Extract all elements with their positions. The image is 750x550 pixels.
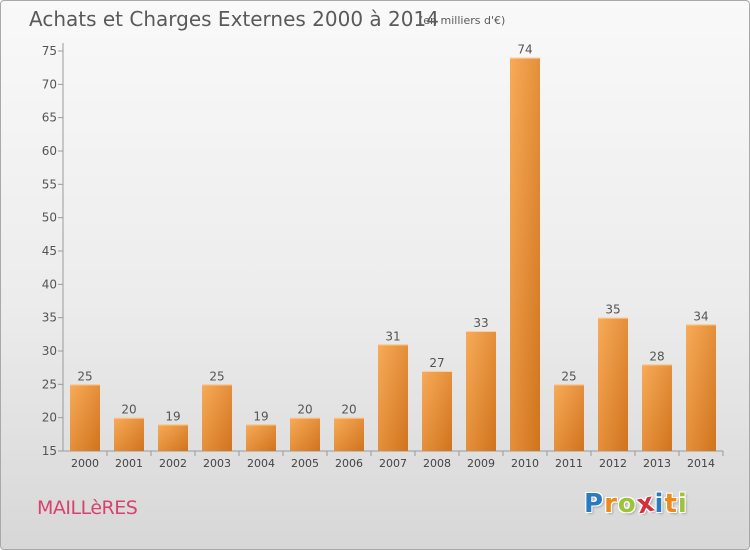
y-tick-label: 65	[42, 111, 57, 125]
y-tick-label: 25	[42, 377, 57, 391]
bar	[422, 371, 452, 451]
data-label: 27	[429, 356, 444, 370]
y-tick-label: 40	[42, 277, 57, 291]
y-tick-label: 70	[42, 77, 57, 91]
data-label: 28	[649, 349, 664, 363]
x-tick-label: 2009	[467, 457, 495, 470]
y-tick-label: 60	[42, 144, 57, 158]
y-tick-label: 45	[42, 244, 57, 258]
y-tick-label: 20	[42, 411, 57, 425]
data-label: 19	[165, 409, 180, 423]
logo-letter: o	[617, 489, 637, 519]
y-tick-label: 55	[42, 177, 57, 191]
x-tick-label: 2012	[599, 457, 627, 470]
x-tick-label: 2011	[555, 457, 583, 470]
logo-letter: P	[584, 489, 605, 519]
bar	[70, 384, 100, 451]
data-label: 74	[517, 43, 532, 57]
data-label: 34	[693, 309, 708, 323]
logo-letter: t	[664, 489, 678, 519]
x-tick-label: 2010	[511, 457, 539, 470]
x-tick-label: 2013	[643, 457, 671, 470]
x-tick-label: 2005	[291, 457, 319, 470]
bar	[598, 317, 628, 451]
data-label: 19	[253, 409, 268, 423]
y-tick-label: 75	[42, 44, 57, 58]
x-tick-label: 2003	[203, 457, 231, 470]
bar	[466, 331, 496, 451]
bar	[158, 424, 188, 451]
y-tick-label: 35	[42, 311, 57, 325]
bar	[246, 424, 276, 451]
data-label: 20	[341, 403, 356, 417]
bar	[290, 417, 320, 451]
proxiti-logo[interactable]: Proxiti	[584, 487, 688, 520]
bar	[510, 57, 540, 452]
bar	[686, 324, 716, 451]
chart-title: Achats et Charges Externes 2000 à 2014	[29, 7, 439, 31]
commune-name: MAILLèRES	[37, 497, 138, 519]
bar	[114, 417, 144, 451]
data-label: 25	[209, 369, 224, 383]
bar	[334, 417, 364, 451]
bar	[378, 344, 408, 451]
data-label: 31	[385, 329, 400, 343]
x-tick-label: 2004	[247, 457, 275, 470]
bar	[554, 384, 584, 451]
data-label: 25	[561, 369, 576, 383]
chart-subtitle: (en milliers d'€)	[419, 14, 506, 27]
data-label: 20	[121, 403, 136, 417]
data-label: 35	[605, 303, 620, 317]
x-tick-label: 2008	[423, 457, 451, 470]
data-label: 20	[297, 403, 312, 417]
logo-letter: r	[604, 489, 618, 519]
logo-letter: i	[677, 489, 688, 519]
x-tick-label: 2001	[115, 457, 143, 470]
x-tick-label: 2002	[159, 457, 187, 470]
y-tick-label: 15	[42, 444, 57, 458]
logo-letter: i	[654, 489, 665, 519]
y-tick-label: 30	[42, 344, 57, 358]
y-tick-label: 50	[42, 211, 57, 225]
data-label: 33	[473, 316, 488, 330]
x-tick-label: 2006	[335, 457, 363, 470]
x-tick-label: 2000	[71, 457, 99, 470]
bar	[642, 364, 672, 451]
x-tick-label: 2007	[379, 457, 407, 470]
x-tick-label: 2014	[687, 457, 715, 470]
bar	[202, 384, 232, 451]
data-label: 25	[77, 369, 92, 383]
